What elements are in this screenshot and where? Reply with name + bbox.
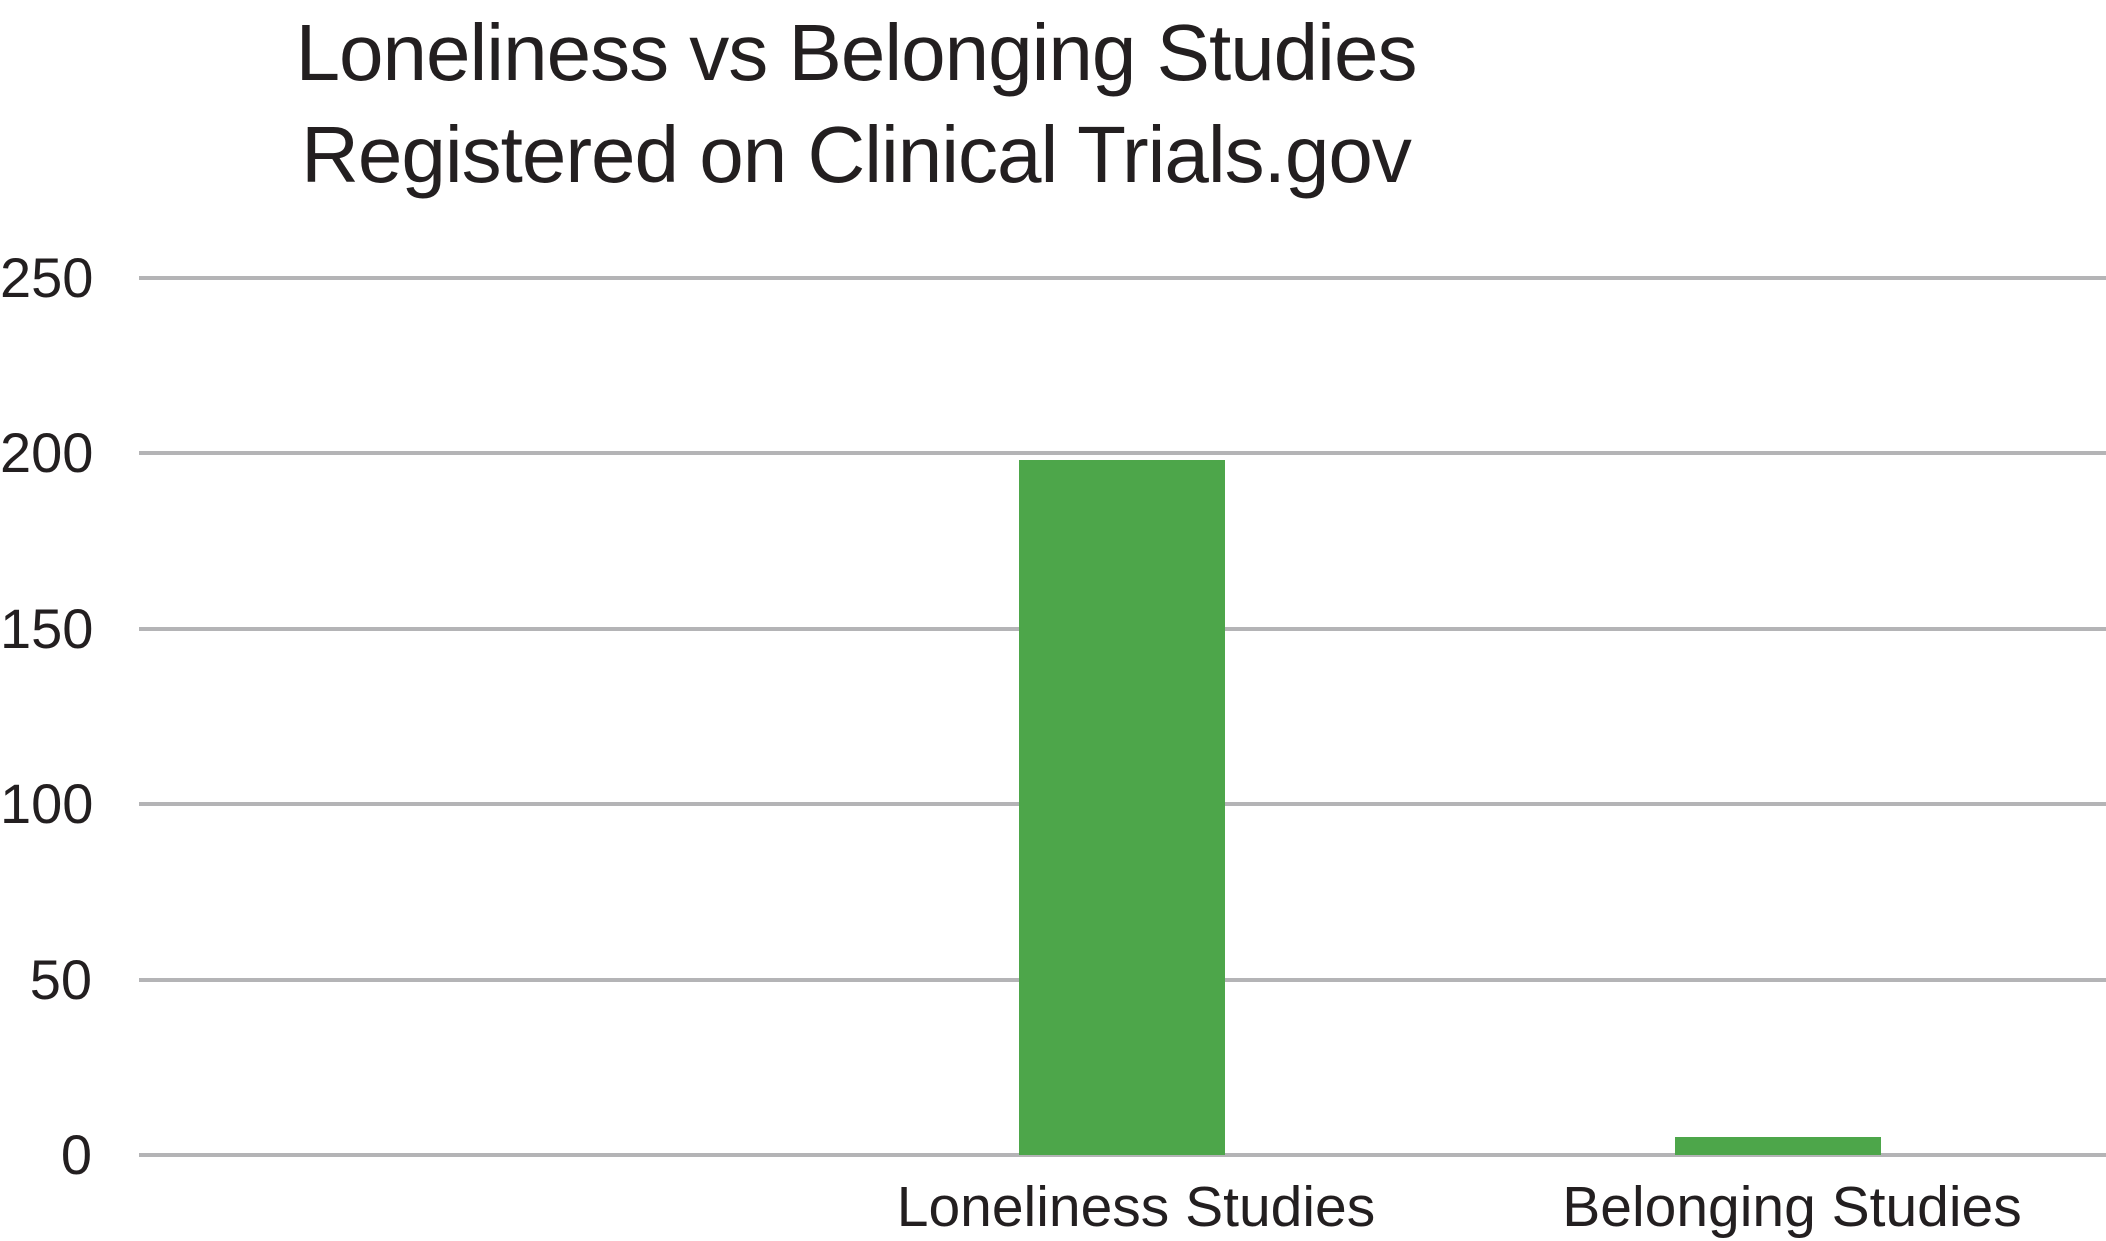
y-tick-label-200: 200 [0, 421, 94, 485]
bar-loneliness-studies [1019, 460, 1225, 1155]
x-category-label-loneliness-studies: Loneliness Studies [896, 1175, 1376, 1239]
chart-title: Loneliness vs Belonging Studies Register… [0, 2, 1712, 206]
gridline-y-250 [139, 276, 2106, 280]
gridline-y-0 [139, 1153, 2106, 1157]
x-category-label-belonging-studies: Belonging Studies [1562, 1175, 2022, 1239]
chart-title-line-1: Loneliness vs Belonging Studies [295, 8, 1418, 97]
y-tick-label-250: 250 [0, 246, 94, 309]
y-tick-label-100: 100 [0, 772, 94, 836]
chart-title-line-2: Registered on Clinical Trials.gov [301, 110, 1412, 199]
bar-belonging-studies [1675, 1137, 1881, 1155]
y-tick-label-150: 150 [0, 596, 94, 660]
y-tick-label-50: 50 [29, 947, 92, 1011]
gridline-y-200 [139, 451, 2106, 456]
y-tick-label-0: 0 [60, 1123, 92, 1186]
